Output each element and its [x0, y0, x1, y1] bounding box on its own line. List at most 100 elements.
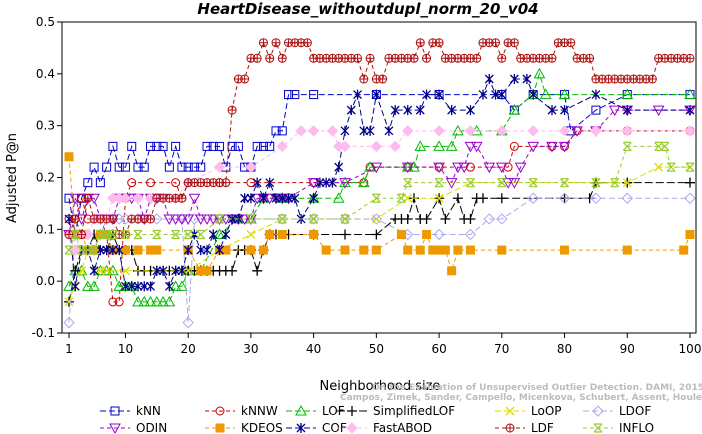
data-point — [470, 141, 483, 153]
data-point — [484, 74, 494, 85]
series-ldf — [64, 38, 695, 240]
data-point — [183, 245, 193, 256]
data-point — [277, 193, 287, 204]
watermark-line-1: Campos, Zimek, Sander, Campello, Micenko… — [340, 393, 702, 403]
data-point — [340, 125, 350, 136]
data-point — [339, 140, 351, 153]
data-point — [497, 89, 507, 100]
data-point — [346, 422, 358, 434]
data-point — [202, 141, 212, 151]
data-point — [246, 193, 256, 204]
data-point — [215, 423, 225, 433]
x-tick-label: 20 — [181, 342, 196, 356]
data-point — [309, 214, 319, 224]
data-point — [252, 53, 262, 63]
data-point — [95, 245, 105, 256]
data-point — [371, 89, 381, 100]
data-point — [265, 141, 275, 151]
data-point — [150, 295, 163, 307]
data-point — [215, 214, 224, 224]
legend-item-kdeos: KDEOS — [205, 421, 283, 434]
data-point — [464, 228, 477, 241]
data-point — [685, 162, 695, 172]
data-point — [64, 297, 74, 307]
x-tick-label: 80 — [557, 342, 572, 356]
data-point — [466, 178, 475, 188]
data-point — [169, 280, 182, 291]
data-point — [491, 38, 501, 48]
data-point — [321, 177, 331, 188]
data-point — [415, 245, 425, 255]
series-line — [68, 41, 690, 237]
legend-item-knn: kNN — [100, 404, 161, 418]
data-point — [64, 245, 74, 255]
data-point — [508, 178, 521, 189]
data-point — [679, 245, 689, 255]
data-point — [560, 245, 570, 255]
data-point — [433, 162, 445, 174]
data-point — [252, 177, 262, 188]
y-axis-label: Adjusted P@n — [5, 133, 20, 223]
data-point — [208, 141, 218, 151]
data-point — [227, 105, 237, 115]
data-point — [478, 89, 488, 100]
legend-item-simplifiedlof: SimplifiedLOF — [337, 404, 455, 418]
data-point — [434, 193, 444, 203]
data-point — [558, 88, 571, 100]
data-point — [445, 178, 458, 189]
data-point — [465, 213, 476, 224]
data-point — [127, 178, 137, 188]
y-tick-label: 0.0 — [36, 274, 55, 288]
data-point — [196, 229, 206, 240]
legend-item-ldof: LDOF — [583, 404, 651, 418]
data-point — [353, 53, 363, 63]
data-point — [340, 245, 350, 255]
data-point — [171, 141, 181, 151]
data-point — [240, 193, 250, 204]
data-point — [365, 53, 375, 63]
y-tick-label: 0.4 — [36, 67, 55, 81]
data-point — [252, 141, 262, 151]
data-point — [558, 141, 571, 153]
data-point — [127, 141, 137, 151]
data-point — [108, 229, 118, 240]
data-point — [685, 177, 695, 188]
data-point — [591, 178, 601, 188]
data-point — [357, 176, 370, 188]
data-point — [478, 193, 488, 204]
legend-item-loop: LoOP — [495, 404, 562, 418]
legend-item-lof: LOF — [286, 404, 345, 418]
data-point — [144, 295, 157, 307]
data-point — [207, 214, 220, 225]
legend-label: LDOF — [619, 404, 651, 418]
data-point — [89, 245, 99, 255]
x-tick-label: 100 — [679, 342, 702, 356]
data-point — [227, 141, 237, 151]
data-point — [495, 162, 508, 174]
data-point — [251, 193, 264, 205]
data-point — [497, 178, 507, 188]
data-point — [70, 265, 81, 276]
data-point — [215, 141, 225, 151]
data-point — [359, 125, 369, 136]
data-point — [83, 178, 93, 188]
data-point — [440, 213, 451, 224]
data-point — [491, 89, 501, 100]
data-point — [258, 38, 268, 48]
data-point — [158, 141, 168, 151]
data-point — [433, 228, 445, 241]
series-line — [68, 109, 690, 235]
x-tick-label: 90 — [620, 342, 635, 356]
legend-label: kNNW — [241, 404, 278, 418]
data-point — [221, 245, 231, 255]
data-point — [401, 162, 414, 174]
data-point — [177, 162, 187, 172]
data-point — [114, 245, 124, 256]
data-point — [183, 162, 193, 172]
data-point — [158, 265, 168, 276]
x-tick-label: 60 — [431, 342, 446, 356]
data-point — [452, 162, 464, 174]
data-point — [70, 229, 80, 240]
data-point — [120, 245, 130, 255]
data-point — [70, 214, 80, 224]
